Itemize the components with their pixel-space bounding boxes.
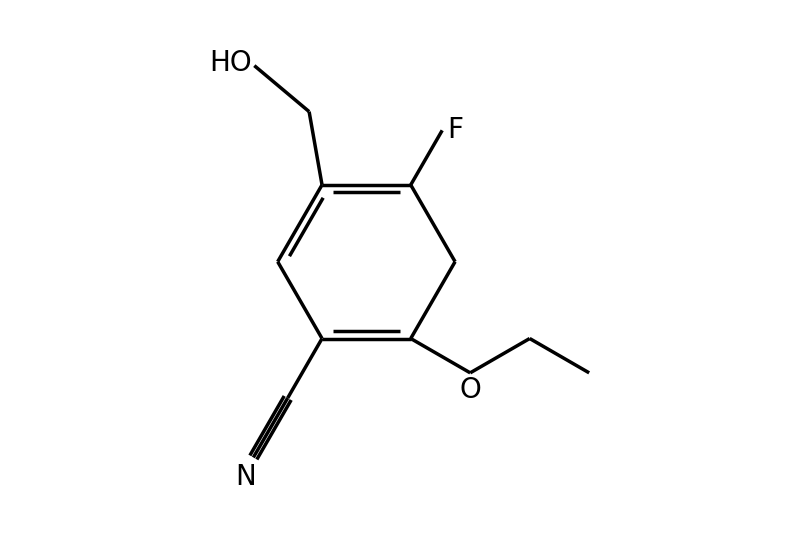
Text: O: O bbox=[459, 376, 481, 404]
Text: N: N bbox=[235, 463, 256, 491]
Text: F: F bbox=[447, 116, 463, 145]
Text: HO: HO bbox=[209, 49, 251, 77]
